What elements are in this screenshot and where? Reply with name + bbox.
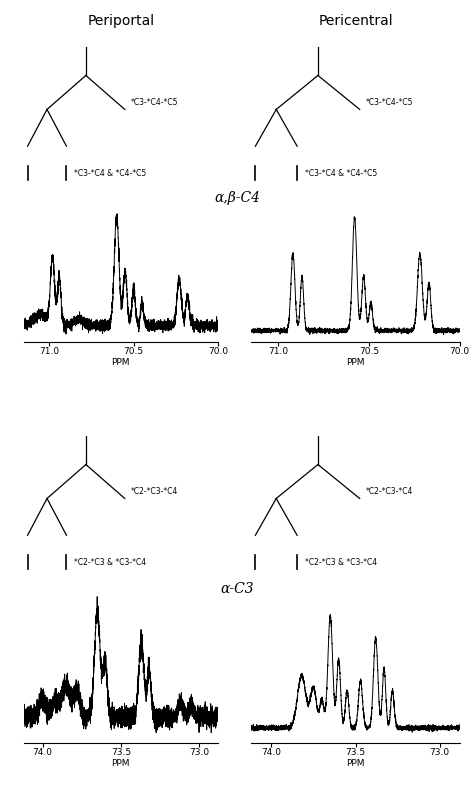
X-axis label: PPM: PPM	[346, 358, 365, 367]
Text: *C3-*C4 & *C4-*C5: *C3-*C4 & *C4-*C5	[74, 168, 146, 178]
Text: α,β-C4: α,β-C4	[214, 191, 260, 205]
Text: Pericentral: Pericentral	[318, 14, 393, 28]
Text: *C3-*C4 & *C4-*C5: *C3-*C4 & *C4-*C5	[305, 168, 378, 178]
X-axis label: PPM: PPM	[346, 758, 365, 768]
Text: *C2-*C3 & *C3-*C4: *C2-*C3 & *C3-*C4	[305, 557, 378, 567]
Text: *C2-*C3-*C4: *C2-*C3-*C4	[131, 487, 178, 496]
Text: *C2-*C3-*C4: *C2-*C3-*C4	[366, 487, 413, 496]
Text: *C2-*C3 & *C3-*C4: *C2-*C3 & *C3-*C4	[74, 557, 146, 567]
X-axis label: PPM: PPM	[111, 758, 130, 768]
Text: Periportal: Periportal	[87, 14, 155, 28]
Text: α-C3: α-C3	[220, 582, 254, 596]
X-axis label: PPM: PPM	[111, 358, 130, 367]
Text: *C3-*C4-*C5: *C3-*C4-*C5	[131, 97, 178, 107]
Text: *C3-*C4-*C5: *C3-*C4-*C5	[366, 97, 413, 107]
